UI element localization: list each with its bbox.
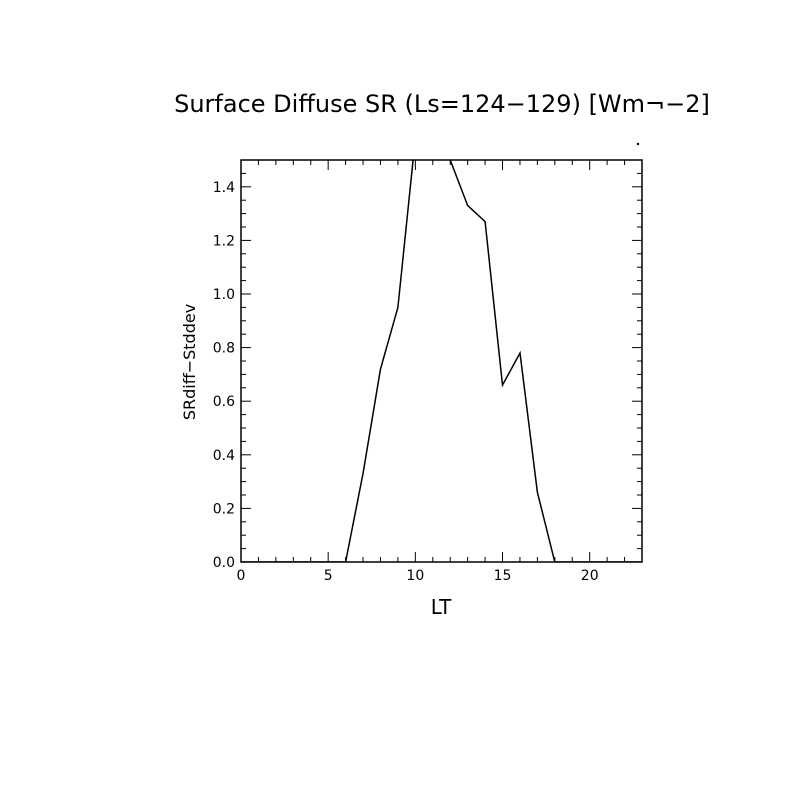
x-axis-title: LT: [431, 595, 452, 619]
y-tick-label: 1.4: [213, 180, 235, 196]
y-axis-title: SRdiff−Stddev: [180, 304, 199, 420]
x-tick-label: 20: [581, 568, 599, 584]
y-tick-label: 0.0: [213, 555, 235, 571]
chart-title: Surface Diffuse SR (Ls=124−129) [Wm¬−2]: [174, 90, 710, 118]
plot-frame: [240, 159, 643, 563]
y-tick-label: 0.2: [213, 501, 235, 517]
axis-ticks: [240, 159, 643, 563]
series-line: [241, 160, 642, 562]
y-tick-label: 1.2: [213, 233, 235, 249]
x-tick-label: 0: [237, 568, 246, 584]
x-tick-label: 15: [494, 568, 512, 584]
y-tick-label: 0.4: [213, 448, 235, 464]
x-tick-label: 5: [324, 568, 333, 584]
y-tick-label: 0.8: [213, 341, 235, 357]
corner-dot: [636, 142, 640, 146]
tick-labels: 0 5 10 15 20 0.0 0.2 0.4 0.6 0.8 1.0 1.2 1.4: [213, 180, 599, 584]
data-series: [241, 160, 642, 562]
x-tick-label: 10: [406, 568, 424, 584]
y-tick-label: 1.0: [213, 287, 235, 303]
y-tick-label: 0.6: [213, 394, 235, 410]
